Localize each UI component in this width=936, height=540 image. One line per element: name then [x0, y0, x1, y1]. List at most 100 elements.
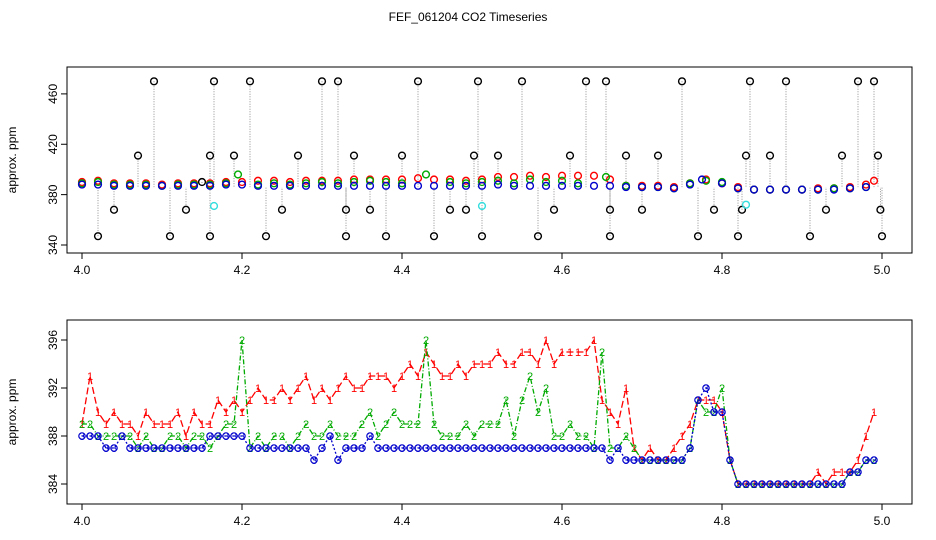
data-point — [557, 181, 567, 190]
point-marker: 2 — [487, 419, 493, 431]
y-axis-label: approx. ppm — [5, 127, 19, 194]
point-marker: 2 — [439, 431, 445, 443]
data-point — [205, 181, 215, 190]
data-point — [78, 432, 86, 440]
point-marker: 3 — [599, 443, 605, 455]
data-point — [166, 444, 174, 452]
data-point — [413, 77, 423, 86]
point-marker: 1 — [647, 443, 653, 455]
point-marker: 1 — [727, 455, 733, 467]
data-point — [205, 232, 215, 241]
point-marker: 2 — [559, 431, 565, 443]
data-point — [209, 201, 219, 211]
data-point — [733, 184, 743, 193]
point-marker: 1 — [135, 431, 141, 443]
point-marker: 3 — [527, 443, 533, 455]
point-marker: 1 — [119, 419, 125, 431]
point-marker: 2 — [495, 419, 501, 431]
data-point — [685, 180, 695, 189]
point-marker: 3 — [383, 443, 389, 455]
data-point — [745, 77, 755, 86]
point-marker: 3 — [591, 443, 597, 455]
point-marker: 2 — [479, 419, 485, 431]
data-point — [302, 444, 310, 452]
point-marker: 1 — [751, 479, 757, 491]
point-marker: 2 — [623, 431, 629, 443]
x-tick-label: 4.4 — [394, 263, 411, 277]
point-marker: 1 — [319, 383, 325, 395]
point-marker: 1 — [215, 395, 221, 407]
point-marker: 1 — [583, 347, 589, 359]
point-marker: 2 — [703, 407, 709, 419]
data-point — [294, 444, 302, 452]
point-marker: 3 — [759, 479, 765, 491]
point-marker: 2 — [831, 479, 837, 491]
data-point — [333, 181, 343, 190]
point-marker: 3 — [687, 443, 693, 455]
data-point — [876, 205, 885, 214]
point-marker: 2 — [759, 479, 765, 491]
data-point — [149, 77, 159, 86]
data-point — [697, 175, 707, 184]
point-marker: 1 — [375, 371, 381, 383]
data-point — [366, 432, 374, 440]
data-point — [534, 444, 542, 452]
point-marker: 1 — [687, 419, 693, 431]
data-point — [749, 185, 759, 194]
point-marker: 2 — [591, 443, 597, 455]
point-marker: 3 — [655, 455, 661, 467]
point-marker: 1 — [199, 419, 205, 431]
data-point — [662, 456, 670, 464]
data-point — [222, 432, 230, 440]
data-point — [390, 444, 398, 452]
point-marker: 2 — [199, 431, 205, 443]
point-marker: 1 — [407, 359, 413, 371]
data-point — [590, 444, 598, 452]
point-marker: 3 — [295, 443, 301, 455]
data-point — [601, 77, 611, 86]
data-point — [126, 444, 134, 452]
data-point — [526, 444, 534, 452]
data-point — [326, 432, 334, 440]
data-point — [269, 176, 279, 185]
point-marker: 2 — [575, 431, 581, 443]
point-marker: 3 — [639, 455, 645, 467]
data-point — [821, 205, 831, 214]
data-point — [358, 444, 366, 452]
point-marker: 3 — [783, 479, 789, 491]
data-point — [341, 205, 351, 214]
point-marker: 3 — [207, 431, 213, 443]
point-marker: 2 — [399, 419, 405, 431]
point-marker: 1 — [567, 347, 573, 359]
data-point — [406, 444, 414, 452]
point-marker: 1 — [87, 371, 93, 383]
point-marker: 2 — [103, 431, 109, 443]
point-marker: 3 — [567, 443, 573, 455]
point-marker: 3 — [519, 443, 525, 455]
point-marker: 2 — [527, 371, 533, 383]
data-point — [461, 205, 471, 214]
data-point — [509, 181, 519, 190]
data-point — [209, 77, 219, 86]
data-point — [717, 179, 727, 188]
data-point — [333, 77, 343, 86]
point-marker: 2 — [143, 431, 149, 443]
point-marker: 1 — [463, 371, 469, 383]
data-point — [797, 185, 807, 194]
data-point — [630, 456, 638, 464]
point-marker: 1 — [495, 347, 501, 359]
data-point — [109, 205, 119, 214]
point-marker: 1 — [239, 407, 245, 419]
data-point — [102, 444, 110, 452]
point-marker: 3 — [855, 467, 861, 479]
data-point — [381, 181, 391, 190]
point-marker: 2 — [743, 479, 749, 491]
point-marker: 1 — [639, 455, 645, 467]
data-point — [430, 444, 438, 452]
y-tick-label: 388 — [46, 426, 60, 446]
data-point — [478, 444, 486, 452]
data-point — [461, 181, 471, 190]
point-marker: 2 — [735, 479, 741, 491]
data-point — [301, 176, 311, 185]
point-marker: 2 — [839, 479, 845, 491]
